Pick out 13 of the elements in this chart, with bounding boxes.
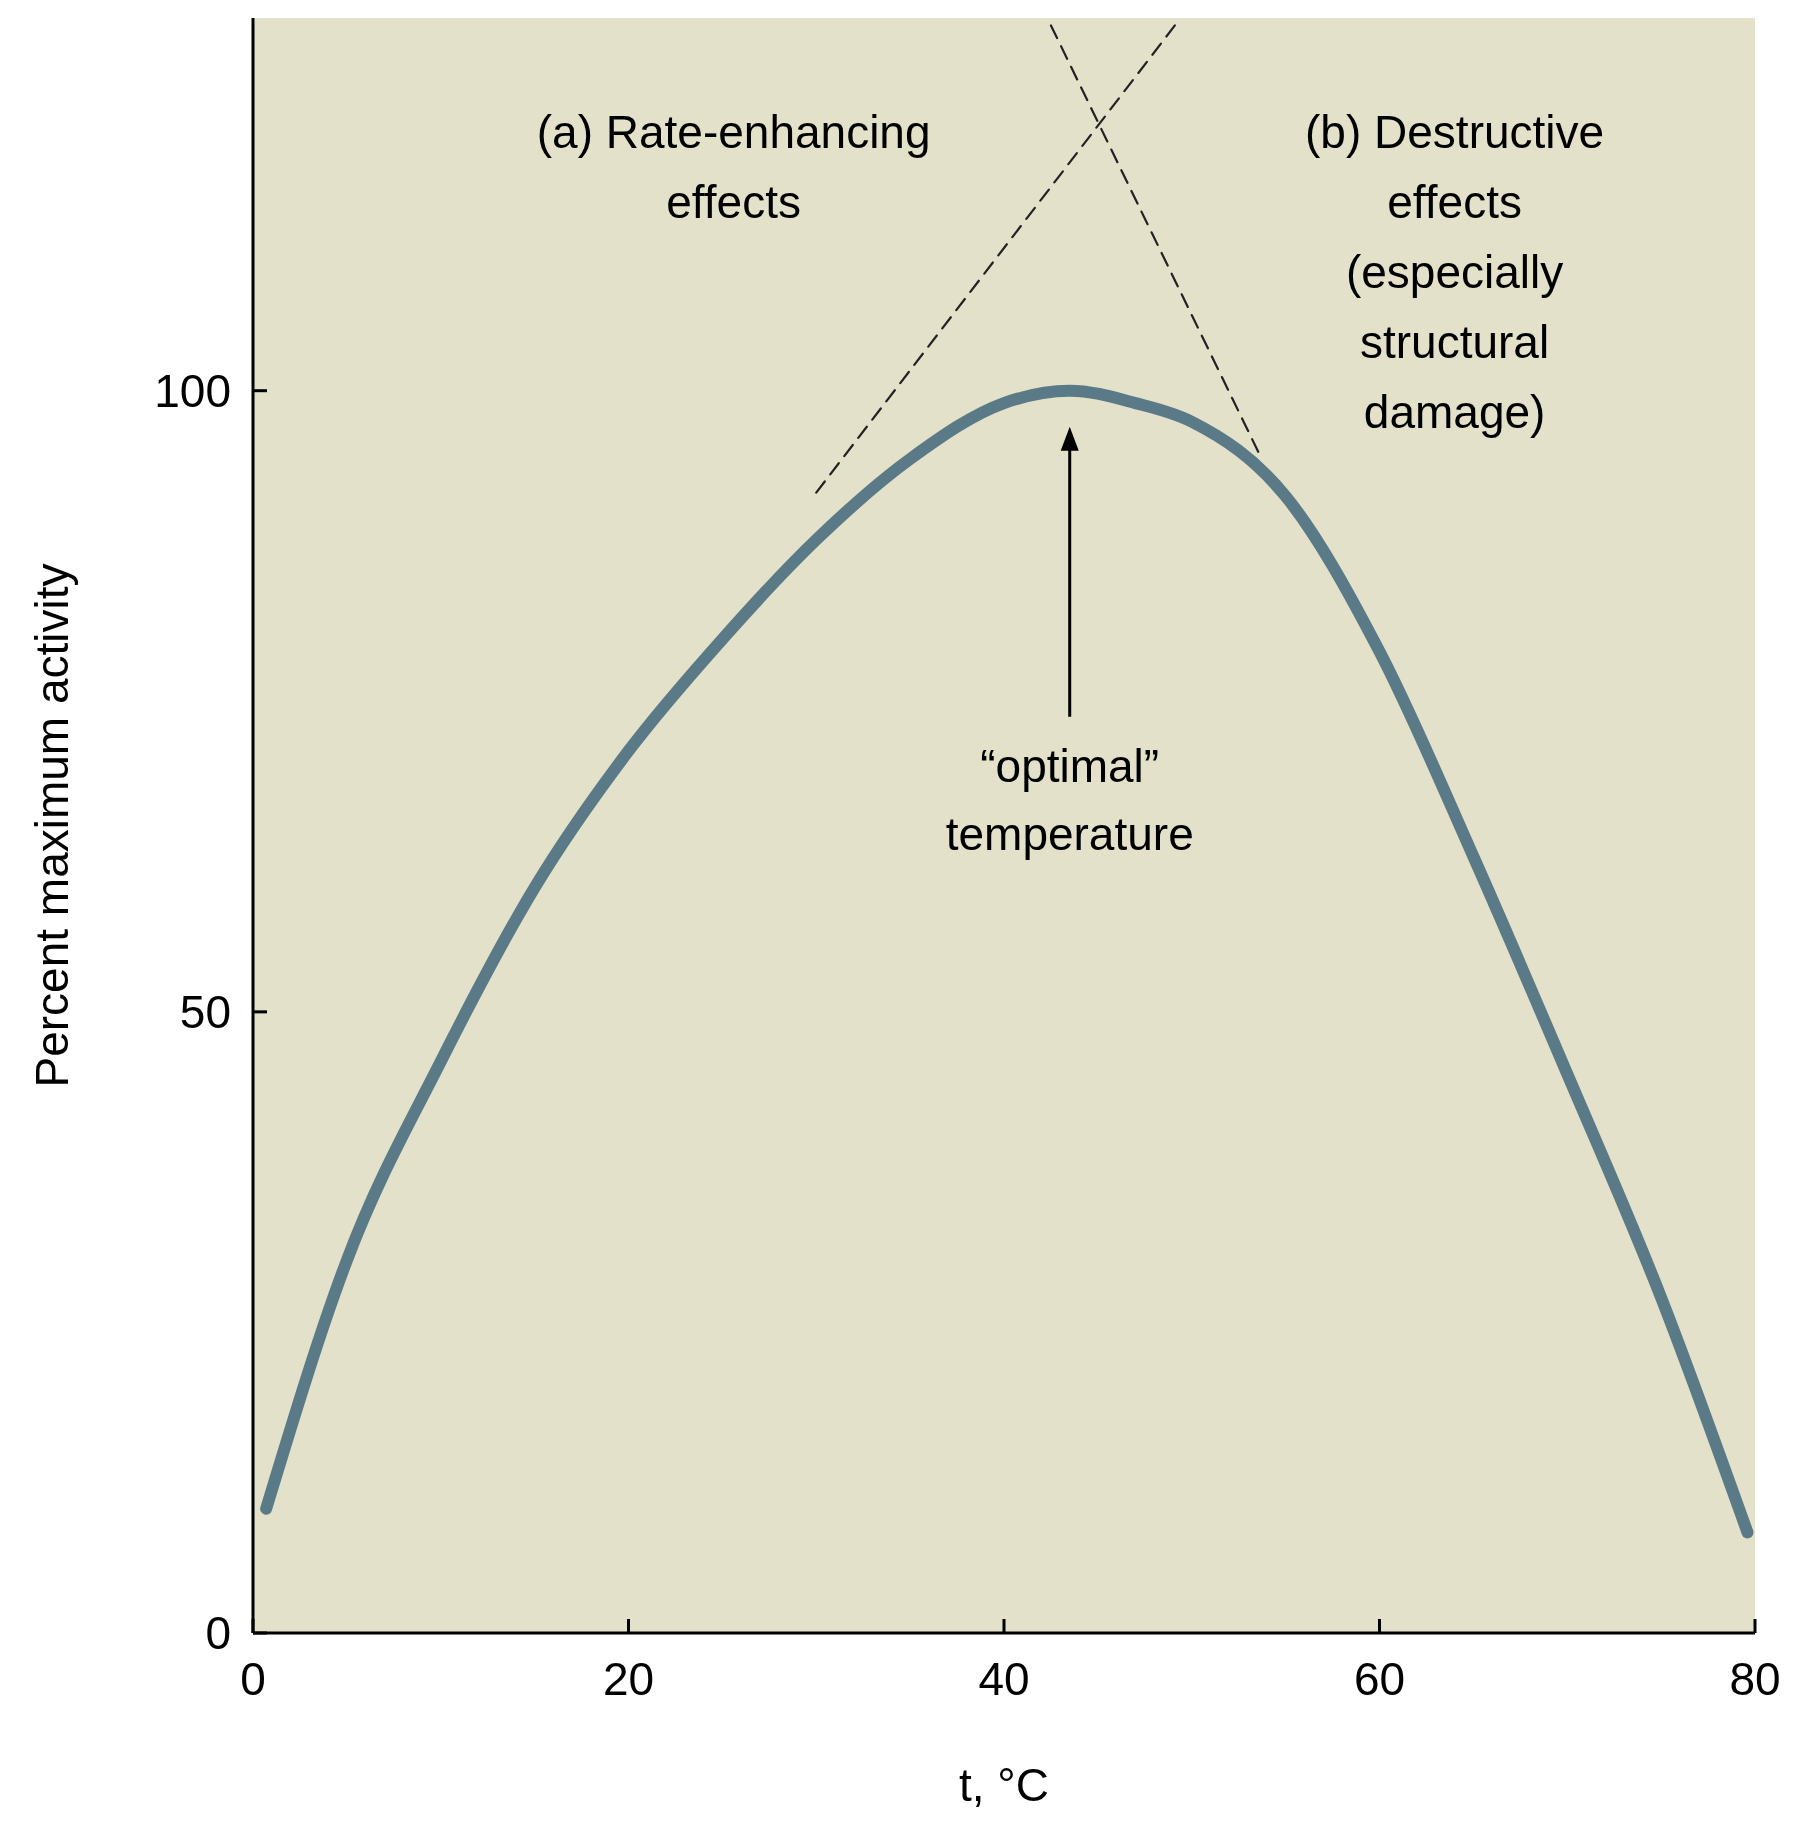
x-tick-label: 80 (1729, 1653, 1781, 1705)
x-tick-label: 60 (1353, 1653, 1406, 1705)
x-tick-label: 0 (240, 1653, 266, 1705)
y-tick-label: 50 (179, 985, 231, 1038)
y-tick-label: 0 (205, 1607, 231, 1660)
annotation: “optimal” temperature (945, 739, 1194, 860)
x-tick-label: 20 (602, 1653, 655, 1705)
y-tick-label: 100 (154, 364, 231, 417)
x-axis-title: t, °C (959, 1759, 1049, 1811)
x-tick-label: 40 (978, 1653, 1030, 1705)
annotation: (a) Rate-enhancing effects (536, 106, 931, 228)
y-axis-title: Percent maximum activity (26, 563, 78, 1088)
annotation: (b) Destructive effects (especially structural damage) (1305, 106, 1605, 438)
